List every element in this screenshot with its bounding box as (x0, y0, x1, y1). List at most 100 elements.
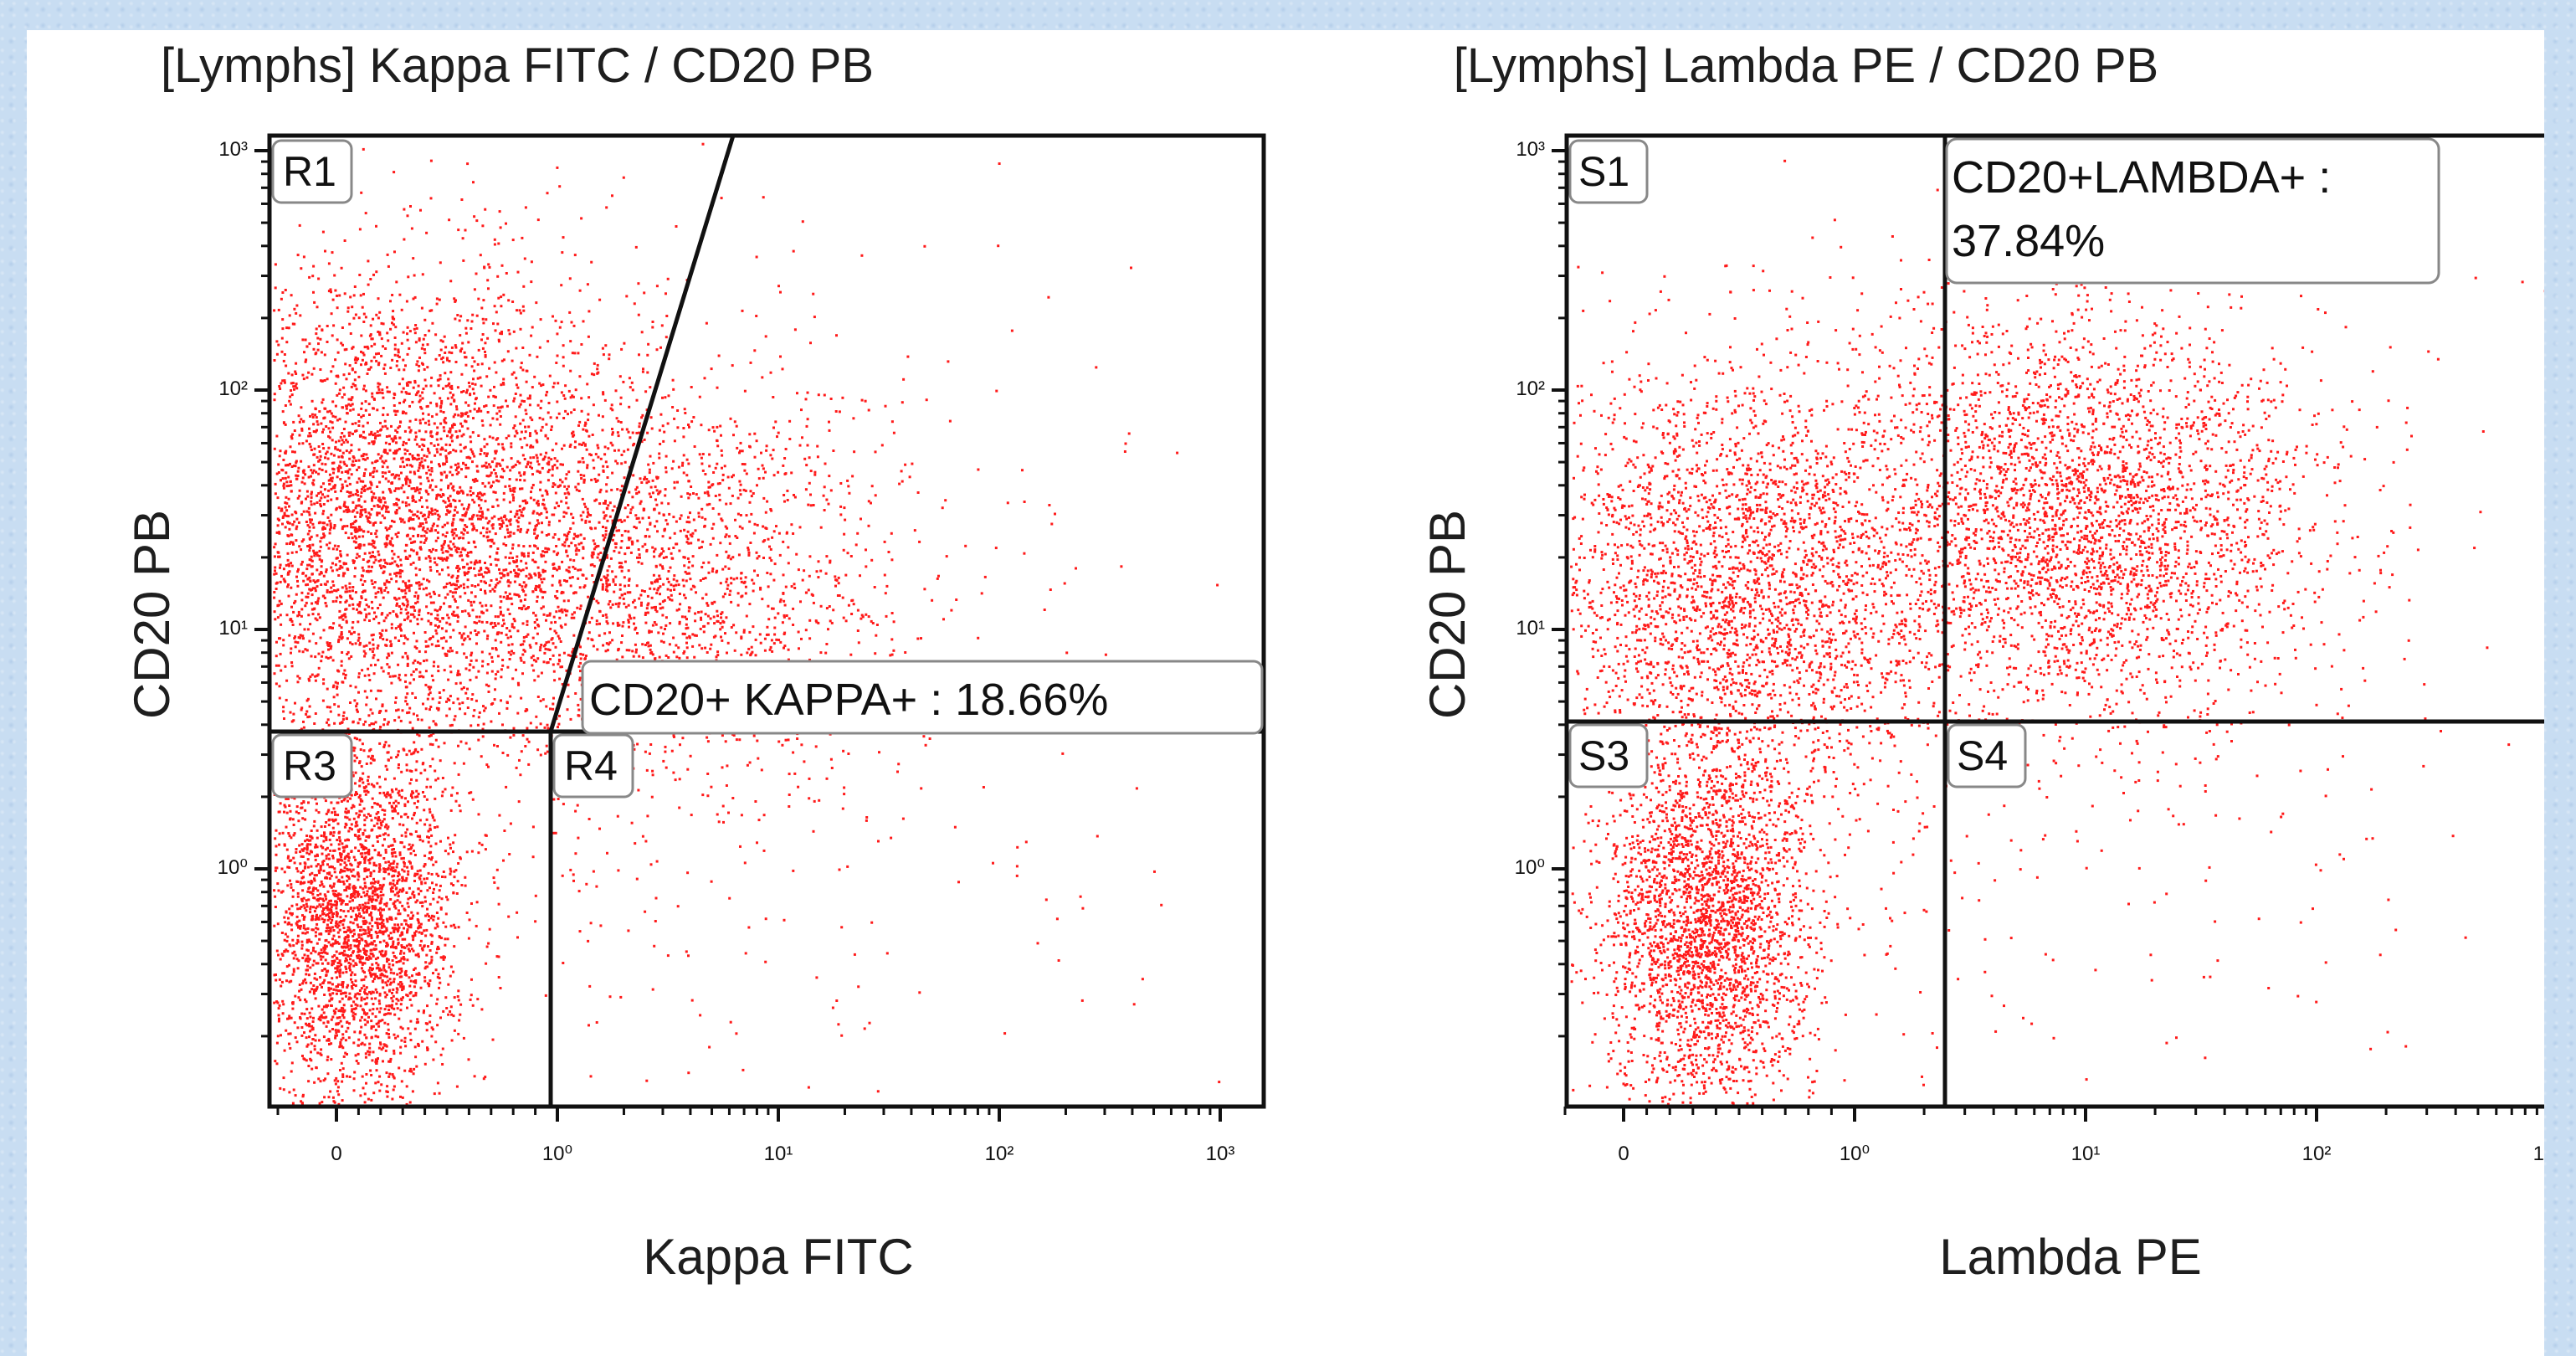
event-point (429, 431, 433, 434)
event-point (371, 440, 374, 444)
event-point (410, 548, 413, 552)
event-point (330, 312, 333, 316)
event-point (398, 368, 401, 372)
event-point (454, 614, 457, 617)
event-point (430, 460, 433, 464)
event-point (278, 599, 281, 603)
event-point (417, 718, 420, 722)
event-point (372, 586, 376, 589)
event-point (743, 861, 747, 865)
event-point (650, 596, 654, 599)
event-point (690, 420, 694, 424)
event-point (491, 417, 495, 420)
event-point (325, 839, 328, 841)
event-point (377, 550, 380, 553)
event-point (685, 618, 688, 621)
event-point (296, 681, 300, 684)
event-point (659, 563, 662, 567)
event-point (447, 452, 450, 455)
event-point (662, 759, 665, 763)
event-point (275, 664, 278, 667)
event-point (372, 441, 376, 444)
event-point (317, 342, 320, 346)
event-point (406, 464, 408, 467)
event-point (466, 706, 470, 709)
event-point (331, 414, 335, 418)
event-point (293, 450, 296, 454)
event-point (314, 589, 317, 593)
event-point (660, 501, 664, 505)
event-point (412, 297, 415, 300)
event-point (377, 511, 381, 515)
event-point (593, 499, 597, 502)
event-point (739, 577, 742, 580)
event-point (279, 449, 282, 453)
event-point (444, 535, 448, 538)
event-point (372, 524, 375, 526)
event-point (446, 614, 449, 617)
event-point (419, 511, 423, 515)
event-point (387, 591, 390, 594)
event-point (839, 482, 843, 485)
event-point (322, 629, 326, 632)
event-point (431, 547, 434, 551)
event-point (440, 637, 444, 640)
event-point (461, 518, 464, 521)
event-point (423, 530, 427, 533)
event-point (330, 498, 333, 501)
event-point (341, 618, 345, 621)
event-point (307, 614, 310, 617)
event-point (385, 542, 388, 545)
event-point (442, 411, 445, 413)
event-point (278, 685, 281, 688)
event-point (350, 473, 353, 476)
event-point (406, 657, 409, 660)
event-point (691, 564, 695, 568)
event-point (365, 703, 368, 706)
event-point (654, 657, 657, 660)
event-point (424, 489, 428, 492)
event-point (412, 661, 415, 665)
event-point (386, 390, 389, 393)
event-point (738, 525, 741, 528)
event-point (431, 512, 434, 516)
event-point (418, 419, 422, 422)
event-point (475, 659, 478, 662)
event-point (322, 536, 326, 539)
event-point (426, 578, 428, 582)
event-point (665, 466, 668, 470)
event-point (711, 426, 715, 429)
event-point (397, 348, 400, 352)
event-point (277, 506, 280, 510)
event-point (897, 763, 901, 766)
event-point (743, 389, 747, 393)
event-point (754, 800, 757, 803)
event-point (452, 542, 455, 546)
event-point (373, 581, 377, 584)
event-point (449, 403, 453, 406)
event-point (459, 422, 463, 425)
event-point (326, 457, 330, 460)
event-point (460, 412, 463, 415)
event-point (540, 671, 543, 675)
event-point (521, 585, 524, 588)
event-point (349, 295, 352, 299)
event-point (626, 516, 629, 519)
event-point (520, 362, 523, 365)
event-point (414, 591, 418, 594)
event-point (438, 463, 440, 466)
event-point (284, 501, 287, 505)
event-point (387, 654, 391, 657)
event-point (533, 572, 536, 575)
event-point (425, 537, 428, 540)
event-point (451, 613, 454, 616)
event-point (672, 650, 675, 654)
event-point (526, 531, 529, 534)
event-point (576, 535, 579, 538)
event-point (451, 424, 454, 427)
event-point (694, 529, 697, 532)
event-point (380, 567, 383, 570)
event-point (313, 554, 316, 557)
event-point (564, 609, 567, 613)
event-point (294, 645, 297, 649)
